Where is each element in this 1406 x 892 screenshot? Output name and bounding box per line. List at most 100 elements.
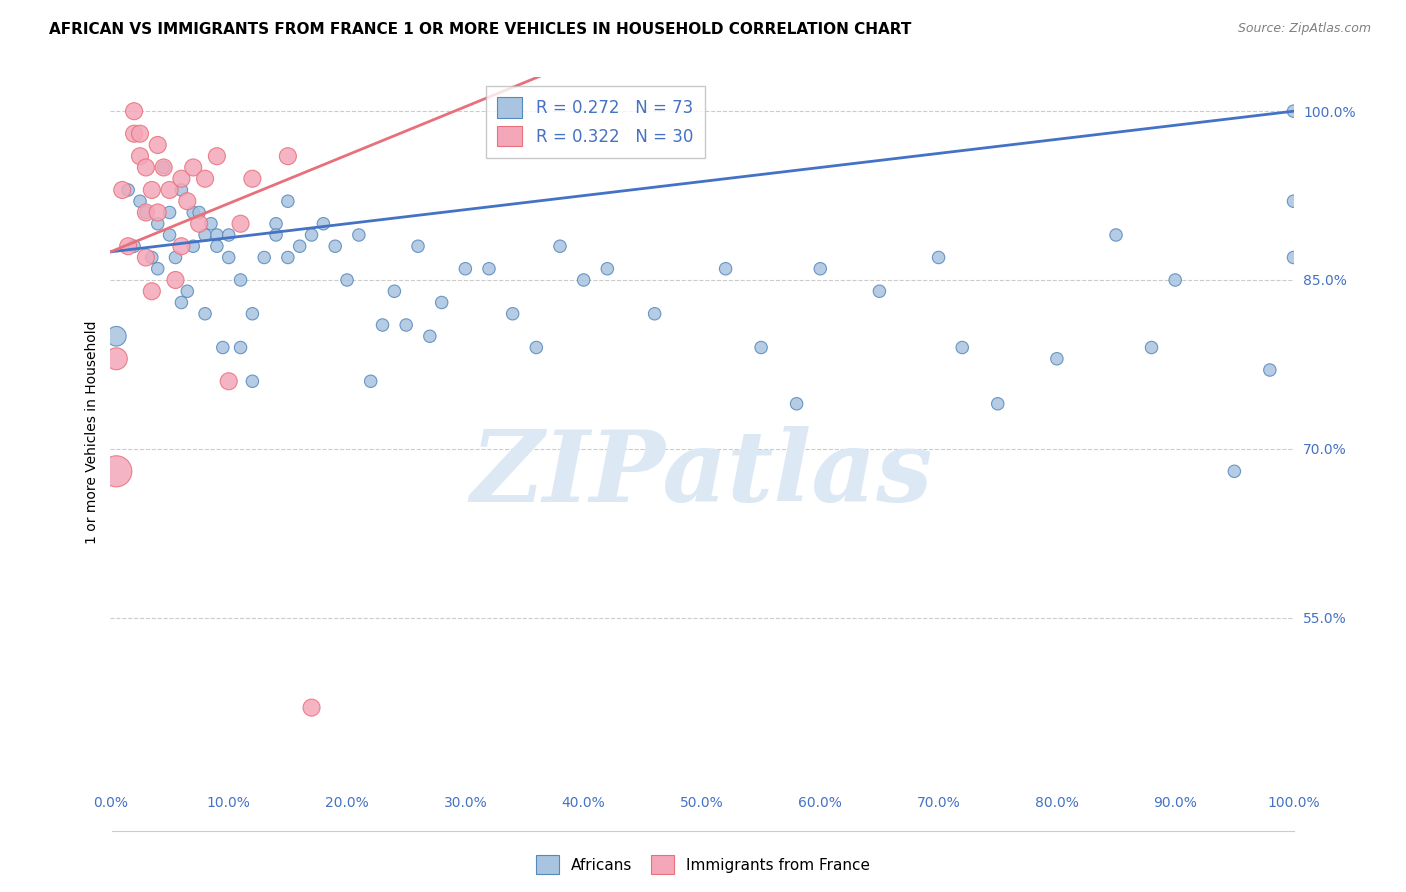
Point: [122, 104, 145, 119]
Point: [288, 239, 311, 253]
Point: [264, 227, 287, 242]
Point: [159, 227, 181, 242]
Point: [1140, 341, 1163, 355]
Point: [454, 261, 477, 276]
Text: Source: ZipAtlas.com: Source: ZipAtlas.com: [1237, 22, 1371, 36]
Point: [122, 127, 145, 141]
Legend: Africans, Immigrants from France: Africans, Immigrants from France: [530, 849, 876, 880]
Point: [152, 161, 174, 175]
Point: [1258, 363, 1281, 377]
Point: [117, 183, 139, 197]
Point: [117, 239, 139, 253]
Point: [1046, 351, 1069, 366]
Point: [786, 397, 808, 411]
Point: [572, 273, 595, 287]
Point: [205, 149, 228, 163]
Point: [1282, 104, 1305, 119]
Point: [105, 464, 128, 478]
Point: [176, 194, 198, 209]
Point: [146, 205, 169, 219]
Point: [129, 149, 152, 163]
Point: [1164, 273, 1187, 287]
Point: [170, 171, 193, 186]
Point: [188, 205, 211, 219]
Point: [714, 261, 737, 276]
Point: [188, 217, 211, 231]
Legend: R = 0.272   N = 73, R = 0.322   N = 30: R = 0.272 N = 73, R = 0.322 N = 30: [485, 86, 704, 158]
Point: [371, 318, 394, 332]
Point: [152, 161, 174, 175]
Point: [242, 171, 264, 186]
Y-axis label: 1 or more Vehicles in Household: 1 or more Vehicles in Household: [86, 320, 100, 543]
Point: [312, 217, 335, 231]
Point: [205, 239, 228, 253]
Point: [122, 239, 145, 253]
Point: [194, 171, 217, 186]
Point: [105, 351, 128, 366]
Point: [135, 205, 157, 219]
Point: [868, 285, 890, 299]
Point: [928, 251, 950, 265]
Point: [229, 217, 252, 231]
Point: [146, 138, 169, 153]
Point: [1223, 464, 1246, 478]
Point: [159, 205, 181, 219]
Point: [135, 205, 157, 219]
Point: [211, 341, 233, 355]
Point: [111, 183, 134, 197]
Point: [277, 251, 299, 265]
Point: [194, 307, 217, 321]
Point: [301, 700, 323, 714]
Point: [181, 205, 204, 219]
Point: [229, 273, 252, 287]
Point: [218, 374, 240, 388]
Point: [105, 329, 128, 343]
Point: [360, 374, 382, 388]
Point: [135, 161, 157, 175]
Point: [548, 239, 571, 253]
Point: [323, 239, 346, 253]
Point: [181, 239, 204, 253]
Point: [336, 273, 359, 287]
Point: [165, 273, 187, 287]
Point: [194, 227, 217, 242]
Point: [181, 161, 204, 175]
Point: [141, 251, 163, 265]
Point: [502, 307, 524, 321]
Point: [200, 217, 222, 231]
Point: [419, 329, 441, 343]
Point: [478, 261, 501, 276]
Point: [135, 251, 157, 265]
Point: [170, 239, 193, 253]
Point: [129, 194, 152, 209]
Point: [749, 341, 772, 355]
Point: [229, 341, 252, 355]
Point: [176, 285, 198, 299]
Point: [277, 194, 299, 209]
Point: [170, 183, 193, 197]
Point: [277, 149, 299, 163]
Point: [1282, 251, 1305, 265]
Point: [524, 341, 547, 355]
Point: [347, 227, 370, 242]
Point: [301, 227, 323, 242]
Point: [242, 307, 264, 321]
Point: [808, 261, 831, 276]
Point: [1105, 227, 1128, 242]
Point: [406, 239, 429, 253]
Text: AFRICAN VS IMMIGRANTS FROM FRANCE 1 OR MORE VEHICLES IN HOUSEHOLD CORRELATION CH: AFRICAN VS IMMIGRANTS FROM FRANCE 1 OR M…: [49, 22, 911, 37]
Point: [146, 261, 169, 276]
Point: [987, 397, 1010, 411]
Point: [430, 295, 453, 310]
Point: [395, 318, 418, 332]
Point: [141, 183, 163, 197]
Point: [242, 374, 264, 388]
Point: [218, 227, 240, 242]
Point: [596, 261, 619, 276]
Point: [141, 285, 163, 299]
Point: [205, 227, 228, 242]
Point: [1282, 194, 1305, 209]
Point: [253, 251, 276, 265]
Point: [644, 307, 666, 321]
Point: [218, 251, 240, 265]
